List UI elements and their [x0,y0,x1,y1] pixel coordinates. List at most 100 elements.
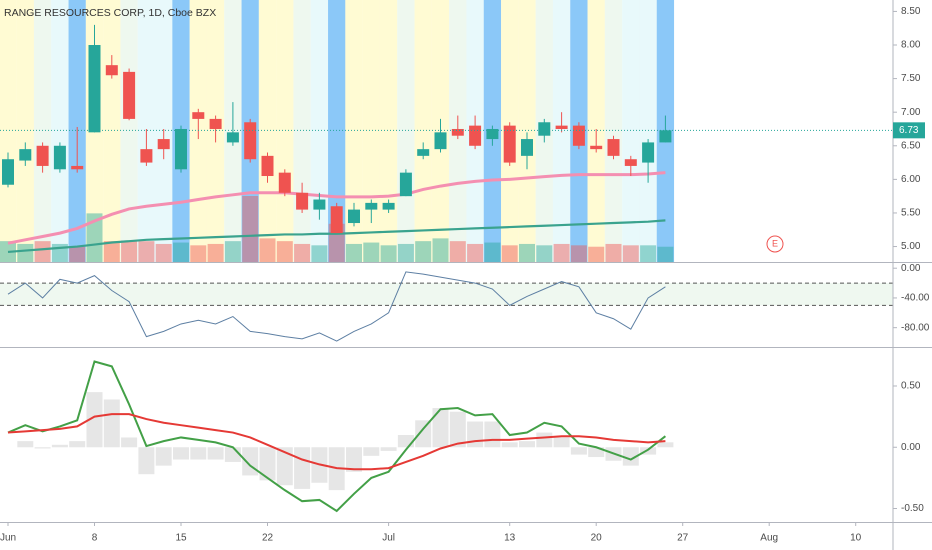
day-highlight [276,0,294,262]
histogram-bar [276,447,293,486]
day-highlight [397,0,415,262]
histogram-bar [519,441,535,448]
histogram-bar [207,447,224,460]
volume-bar [363,242,380,262]
volume-bar [259,238,276,262]
histogram-bar [415,420,432,448]
last-price-tag [893,122,925,139]
y-tick-label: -0.50 [901,503,924,514]
candle-body [642,142,655,163]
histogram-bar [51,444,68,448]
x-tick-label: 20 [591,533,603,544]
day-highlight [33,0,52,262]
candle-body [607,139,620,156]
band-fill [0,283,893,306]
candle-body [365,202,378,210]
volume-bar [17,243,34,262]
x-tick-label: 27 [677,533,689,544]
y-tick-label: 0.50 [901,381,921,392]
candle-body [469,125,482,146]
candle-body [71,165,84,170]
candle-body [399,172,412,197]
y-tick-label: 6.50 [901,140,921,151]
histogram-bar [501,442,518,448]
day-highlight [293,0,311,262]
volume-bar [69,246,86,262]
day-highlight [103,0,121,262]
y-tick-label: 5.50 [901,208,921,219]
volume-bar [397,243,414,262]
volume-bar [484,242,501,262]
volume-bar [519,243,535,262]
candle-body [503,125,516,163]
histogram-bar [467,421,484,448]
day-highlight [51,0,69,262]
histogram-bar [536,432,553,448]
candle-body [157,139,170,150]
candle-body [19,149,32,161]
volume-bar [415,241,432,262]
volume-bar [501,245,518,262]
histogram-bar [553,437,570,448]
day-highlight [120,0,138,262]
histogram-bar [259,447,276,481]
day-highlight [622,0,640,262]
histogram-bar [432,408,449,448]
candle-body [572,125,585,146]
volume-bar [536,245,553,262]
candle-body [244,122,257,160]
histogram-bar [380,447,397,451]
histogram-bar [103,399,120,448]
y-tick-label: 7.00 [901,107,921,118]
indicator-line [7,219,666,254]
volume-bar [103,241,120,262]
volume-bar [311,245,328,262]
volume-bar [467,243,484,262]
candle-body [555,125,568,129]
y-tick-label: 8.50 [901,6,921,17]
histogram-bar [449,411,466,448]
earnings-label: E [772,238,778,248]
histogram-bar [570,447,587,455]
candle-body [590,145,603,150]
indicator-line [7,171,666,245]
histogram-bar [86,392,103,448]
histogram-bar [138,447,155,475]
volume-bar [155,243,172,262]
candle-body [624,159,637,166]
y-tick-label: -40.00 [901,293,930,304]
volume-bar [570,245,587,262]
volume-bar [294,243,311,262]
day-highlight [310,0,329,262]
volume-bar [605,243,622,262]
indicator-line [7,413,666,471]
candle-body [313,199,326,210]
histogram-bar [242,447,259,476]
volume-bar [138,241,155,262]
candle-body [434,132,447,150]
volume-bar [121,240,138,262]
y-tick-label: 5.00 [901,241,921,252]
volume-bar [207,243,224,262]
candle-body [486,128,499,140]
day-highlight [639,0,657,262]
candle-body [140,149,153,163]
earnings-marker [766,235,784,253]
x-tick-label: 15 [175,533,187,544]
candle-body [226,132,239,143]
histogram-bar [69,441,86,448]
x-tick-label: 10 [850,533,862,544]
candle-body [123,71,136,119]
y-tick-label: 7.50 [901,73,921,84]
candle-body [451,128,464,136]
volume-bar [173,242,189,262]
candle-body [192,112,205,119]
day-highlight [0,0,17,262]
histogram-bar [397,435,414,448]
last-price-label: 6.73 [899,125,919,136]
volume-bar [346,243,362,262]
y-tick-label: 8.00 [901,40,921,51]
y-tick-label: -80.00 [901,322,930,333]
candle-body [175,128,187,170]
